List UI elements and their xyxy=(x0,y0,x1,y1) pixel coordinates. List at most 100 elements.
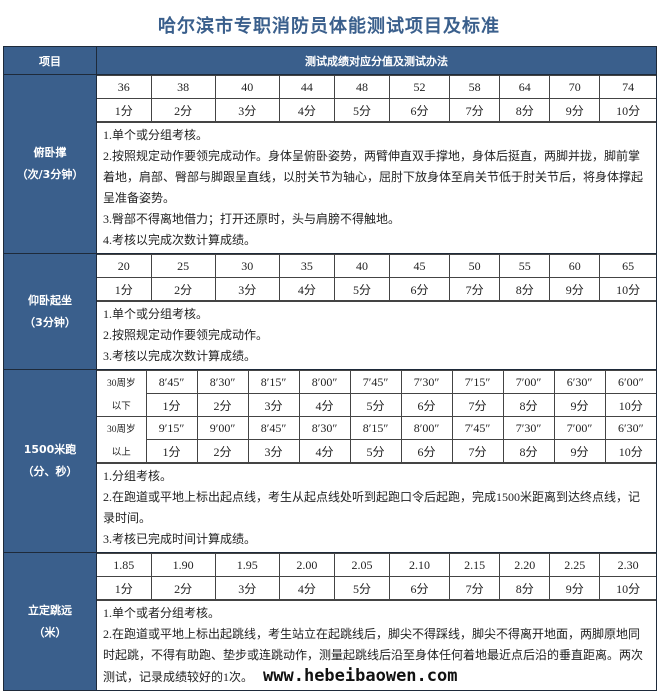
note-line: 2.按照规定动作要领完成动作。 xyxy=(103,325,650,346)
score-cell: 1分 xyxy=(97,576,152,600)
group-label: 30周岁 xyxy=(97,416,147,440)
score-cell: 5分 xyxy=(333,576,391,600)
value-cell: 50 xyxy=(449,254,501,278)
value-cell: 6′30″ xyxy=(604,416,656,440)
section-0: 俯卧撑 （次/3分钟） 36 38 40 44 48 52 58 64 70 74 1分 2分 3分 4分 5分… xyxy=(4,75,656,254)
value-row: 20 25 30 35 40 45 50 55 60 65 xyxy=(97,254,656,278)
score-cell: 9分 xyxy=(549,576,601,600)
value-cell: 20 xyxy=(97,254,152,278)
section-content: 36 38 40 44 48 52 58 64 70 74 1分 2分 3分 4分 5分 6分 7分 8分 9分 10… xyxy=(97,75,656,253)
item-unit: （3分钟） xyxy=(24,315,76,329)
value-cell: 2.15 xyxy=(449,553,501,577)
item-name: 1500米跑 xyxy=(23,443,77,456)
value-cell: 8′00″ xyxy=(298,370,351,394)
score-cell: 3分 xyxy=(214,98,280,122)
score-cell: 7分 xyxy=(449,98,501,122)
score-cell: 6分 xyxy=(388,277,451,301)
score-cell: 10分 xyxy=(599,576,656,600)
value-cell: 2.20 xyxy=(499,553,551,577)
value-cell: 35 xyxy=(278,254,335,278)
score-cell: 4分 xyxy=(278,98,335,122)
score-cell: 3分 xyxy=(247,393,300,417)
value-cell: 45 xyxy=(388,254,451,278)
score-cell: 8分 xyxy=(502,439,555,463)
value-cell: 48 xyxy=(333,75,391,99)
note-line: 3.臀部不得离地借力；打开还原时，头与肩膀不得触地。 xyxy=(103,209,650,230)
score-cell: 2分 xyxy=(196,439,249,463)
score-table: 30周岁 8′45″ 8′30″ 8′15″ 8′00″ 7′45″ 7′30″ 7′15″ 7… xyxy=(97,370,656,463)
value-cell: 6′30″ xyxy=(553,370,606,394)
header-scores: 测试成绩对应分值及测试办法 xyxy=(305,54,448,68)
header-item: 项目 xyxy=(4,47,97,74)
item-name: 立定跳远 xyxy=(28,603,72,617)
section-2: 1500米跑 （分、秒） 30周岁 8′45″ 8′30″ 8′15″ 8′00″ 7′45″… xyxy=(4,370,656,553)
score-cell: 7分 xyxy=(449,576,501,600)
note-text: 3.考核以完成次数计算成绩。 xyxy=(103,349,257,363)
value-cell: 60 xyxy=(549,254,601,278)
score-cell: 9分 xyxy=(553,393,606,417)
score-cell: 2分 xyxy=(150,277,216,301)
score-cell: 7分 xyxy=(451,439,504,463)
value-cell: 1.95 xyxy=(214,553,280,577)
value-cell: 40 xyxy=(333,254,391,278)
test-method-notes: 1.单个或分组考核。 2.按照规定动作要领完成动作。身体呈俯卧姿势，两臂伸直双手撑… xyxy=(97,122,656,253)
value-cell: 8′15″ xyxy=(349,416,402,440)
value-cell: 7′00″ xyxy=(553,416,606,440)
value-cell: 8′45″ xyxy=(247,416,300,440)
score-cell: 3分 xyxy=(247,439,300,463)
value-cell: 65 xyxy=(599,254,656,278)
score-cell: 8分 xyxy=(499,98,551,122)
note-line: 3.考核已完成时间计算成绩。 xyxy=(103,529,650,550)
item-unit: （分、秒） xyxy=(22,465,78,478)
note-text: 1.分组考核。 xyxy=(103,469,173,483)
value-cell: 64 xyxy=(499,75,551,99)
item-unit: （米） xyxy=(33,625,67,639)
table-body: 俯卧撑 （次/3分钟） 36 38 40 44 48 52 58 64 70 74 1分 2分 3分 4分 5分… xyxy=(4,75,656,690)
value-cell: 25 xyxy=(150,254,216,278)
test-method-notes: 1.分组考核。 2.在跑道或平地上标出起点线，考生从起点线处听到起跑口令后起跑，完… xyxy=(97,463,656,552)
score-row: 1分 2分 3分 4分 5分 6分 7分 8分 9分 10分 xyxy=(97,98,656,122)
page-title: 哈尔滨市专职消防员体能测试项目及标准 xyxy=(158,16,500,37)
score-row: 以下 1分 2分 3分 4分 5分 6分 7分 8分 9分 10分 xyxy=(97,393,656,417)
value-row: 30周岁 8′45″ 8′30″ 8′15″ 8′00″ 7′45″ 7′30″ 7′15″ 7… xyxy=(97,370,656,394)
section-content: 1.85 1.90 1.95 2.00 2.05 2.10 2.15 2.20 2.25 2.30… xyxy=(97,553,656,690)
note-text: 2.在跑道或平地上标出起跳线，考生站立在起跳线后，脚尖不得踩线，脚尖不得离开地面… xyxy=(103,627,644,684)
value-cell: 6′00″ xyxy=(604,370,656,394)
group-label: 以上 xyxy=(97,439,147,463)
value-cell: 2.10 xyxy=(388,553,451,577)
value-cell: 7′00″ xyxy=(502,370,555,394)
value-cell: 8′45″ xyxy=(145,370,198,394)
score-cell: 10分 xyxy=(599,277,656,301)
note-text: 2.按照规定动作要领完成动作。 xyxy=(103,328,269,342)
value-cell: 58 xyxy=(449,75,501,99)
value-cell: 2.00 xyxy=(278,553,335,577)
score-cell: 5分 xyxy=(333,277,391,301)
score-cell: 1分 xyxy=(97,98,152,122)
score-row: 1分 2分 3分 4分 5分 6分 7分 8分 9分 10分 xyxy=(97,576,656,600)
watermark: www.hebeibaowen.com xyxy=(263,666,458,686)
value-cell: 74 xyxy=(599,75,656,99)
score-cell: 8分 xyxy=(502,393,555,417)
value-row: 36 38 40 44 48 52 58 64 70 74 xyxy=(97,75,656,99)
group-label: 以下 xyxy=(97,393,147,417)
value-cell: 8′15″ xyxy=(247,370,300,394)
score-cell: 10分 xyxy=(604,393,656,417)
score-cell: 2分 xyxy=(196,393,249,417)
note-line: 4.考核以完成次数计算成绩。 xyxy=(103,230,650,251)
score-cell: 1分 xyxy=(145,393,198,417)
score-cell: 4分 xyxy=(298,439,351,463)
note-line: 3.考核以完成次数计算成绩。 xyxy=(103,346,650,367)
item-name: 仰卧起坐 xyxy=(28,293,72,307)
score-cell: 6分 xyxy=(400,393,453,417)
note-line: 2.按照规定动作要领完成动作。身体呈俯卧姿势，两臂伸直双手撑地，身体后挺直，两脚… xyxy=(103,146,650,209)
score-cell: 5分 xyxy=(349,393,402,417)
note-text: 3.臀部不得离地借力；打开还原时，头与肩膀不得触地。 xyxy=(103,212,401,226)
score-cell: 3分 xyxy=(214,576,280,600)
note-text: 1.单个或者分组考核。 xyxy=(103,606,221,620)
score-cell: 9分 xyxy=(549,98,601,122)
item-unit: （次/3分钟） xyxy=(16,168,84,181)
section-3: 立定跳远 （米） 1.85 1.90 1.95 2.00 2.05 2.10 2.15 2.20 2… xyxy=(4,553,656,690)
standards-table: 项目 测试成绩对应分值及测试办法 俯卧撑 （次/3分钟） 36 38 40 44 48 52 5… xyxy=(3,46,657,691)
test-method-notes: 1.单个或者分组考核。 2.在跑道或平地上标出起跳线，考生站立在起跳线后，脚尖不得… xyxy=(97,600,656,690)
score-cell: 2分 xyxy=(150,98,216,122)
